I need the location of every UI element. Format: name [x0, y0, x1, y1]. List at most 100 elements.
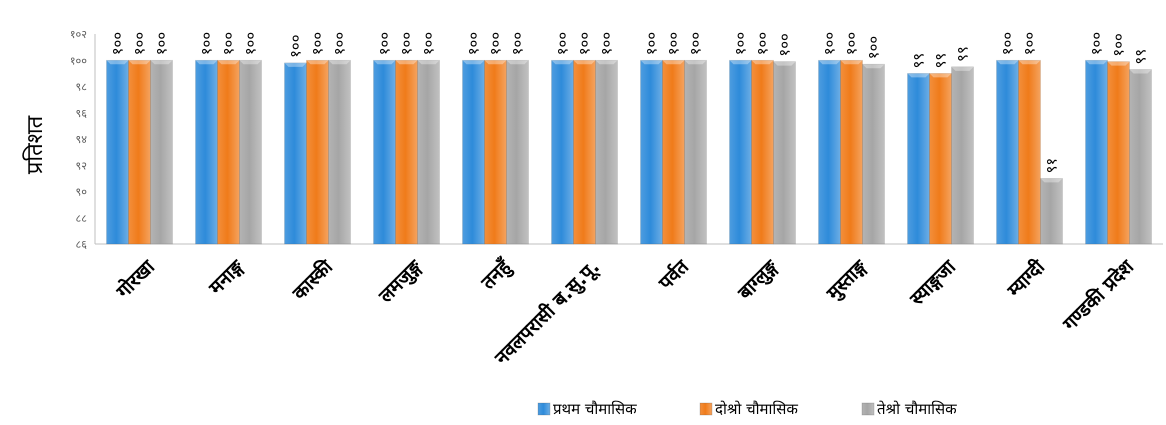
data-label: १००: [732, 32, 750, 55]
data-label: १००: [754, 32, 772, 55]
bar: [217, 59, 240, 245]
bar: [662, 59, 685, 245]
data-label: १००: [554, 32, 572, 55]
bar-top: [506, 60, 529, 65]
bar: [395, 59, 418, 245]
bar-top: [595, 60, 618, 65]
bar: [729, 59, 752, 245]
data-label: ९१: [1043, 158, 1061, 174]
data-label: १००: [487, 32, 505, 55]
bar: [284, 62, 307, 245]
bar-top: [862, 64, 885, 69]
bar-top: [417, 60, 440, 65]
bar: [684, 59, 707, 245]
bar: [840, 59, 863, 245]
bar: [150, 59, 173, 245]
axes: [94, 34, 1163, 245]
bar-top: [239, 60, 262, 65]
bar: [595, 59, 618, 245]
data-label: १००: [420, 32, 438, 55]
bar: [239, 59, 262, 245]
data-label: १००: [509, 32, 527, 55]
category-label: बाग्लुङ्ग: [733, 255, 783, 305]
bar-top: [662, 60, 685, 65]
y-tick-label: ८८: [76, 212, 88, 225]
bar-top: [1040, 178, 1063, 183]
data-label: १००: [598, 32, 616, 55]
bar: [462, 59, 485, 245]
category-label: मुस्ताङ्ग: [822, 255, 873, 306]
data-label: १००: [865, 36, 883, 59]
bar-top: [462, 60, 485, 65]
y-tick-label: ९६: [76, 107, 88, 120]
data-label: १००: [131, 32, 149, 55]
legend-swatch: [537, 402, 551, 416]
bar-top: [217, 60, 240, 65]
bar-top: [573, 60, 596, 65]
data-label: १००: [198, 32, 216, 55]
data-label: १००: [1021, 32, 1039, 55]
legend-label: तेश्रो चौमासिक: [877, 400, 957, 418]
bar-top: [684, 60, 707, 65]
category-label: लमजुङ्ग: [374, 255, 427, 308]
data-label: १००: [309, 32, 327, 55]
legend-label: प्रथम चौमासिक: [553, 400, 637, 418]
category-label: पर्वत: [653, 254, 694, 295]
y-tick-label: ९२: [76, 159, 87, 172]
category-labels: गोरखा मनाङ्ग कास्की लमजुङ्ग तनहुँनवलपरासी ब.…: [111, 254, 1139, 371]
bar-top: [929, 73, 952, 78]
bar-top: [996, 60, 1019, 65]
bar-top: [484, 60, 507, 65]
data-label: १००: [153, 32, 171, 55]
bar-top: [1018, 60, 1041, 65]
data-label: १००: [1110, 33, 1128, 56]
y-tick-label: ९०: [76, 186, 88, 199]
bar: [195, 59, 218, 245]
bar-top: [106, 60, 129, 65]
data-label: १००: [398, 32, 416, 55]
data-label: १००: [465, 32, 483, 55]
category-label: गण्डकी प्रदेश: [1058, 255, 1139, 336]
data-label: १००: [687, 32, 705, 55]
bar: [1018, 59, 1041, 245]
data-label: १००: [821, 32, 839, 55]
bar-top: [818, 60, 841, 65]
bar-top: [1107, 61, 1130, 66]
bar: [1129, 69, 1152, 245]
bar: [306, 59, 329, 245]
data-label: १००: [999, 32, 1017, 55]
category-label: गोरखा: [111, 255, 160, 304]
bar-top: [840, 60, 863, 65]
bar: [1107, 61, 1130, 245]
bar-top: [306, 60, 329, 65]
legend-swatch: [699, 402, 713, 416]
data-label: १००: [843, 32, 861, 55]
bar-top: [328, 60, 351, 65]
bar: [573, 59, 596, 245]
bar-top: [773, 61, 796, 66]
y-tick-label: ८६: [76, 238, 88, 251]
data-label: १००: [287, 34, 305, 57]
bar: [417, 59, 440, 245]
y-axis-label: प्रतिशत: [22, 115, 48, 174]
bar-top: [551, 60, 574, 65]
y-tick-label: १०२: [70, 28, 87, 41]
legend: प्रथम चौमासिक दोश्रो चौमासिक तेश्रो चौमासि…: [537, 400, 957, 418]
bar-top: [1085, 60, 1108, 65]
data-label: १००: [576, 32, 594, 55]
bar-top: [640, 60, 663, 65]
y-tick-label: ९८: [76, 81, 88, 94]
data-label: ९९: [954, 46, 972, 62]
y-tick-label: ९४: [76, 133, 88, 146]
bar-top: [373, 60, 396, 65]
y-axis-label-group: प्रतिशत: [22, 115, 48, 174]
bar: [773, 61, 796, 245]
bar-top: [751, 60, 774, 65]
legend-swatch: [861, 402, 875, 416]
bar: [484, 59, 507, 245]
bar: [106, 59, 129, 245]
bar: [951, 66, 974, 245]
bar-top: [150, 60, 173, 65]
bar-top: [907, 73, 930, 78]
